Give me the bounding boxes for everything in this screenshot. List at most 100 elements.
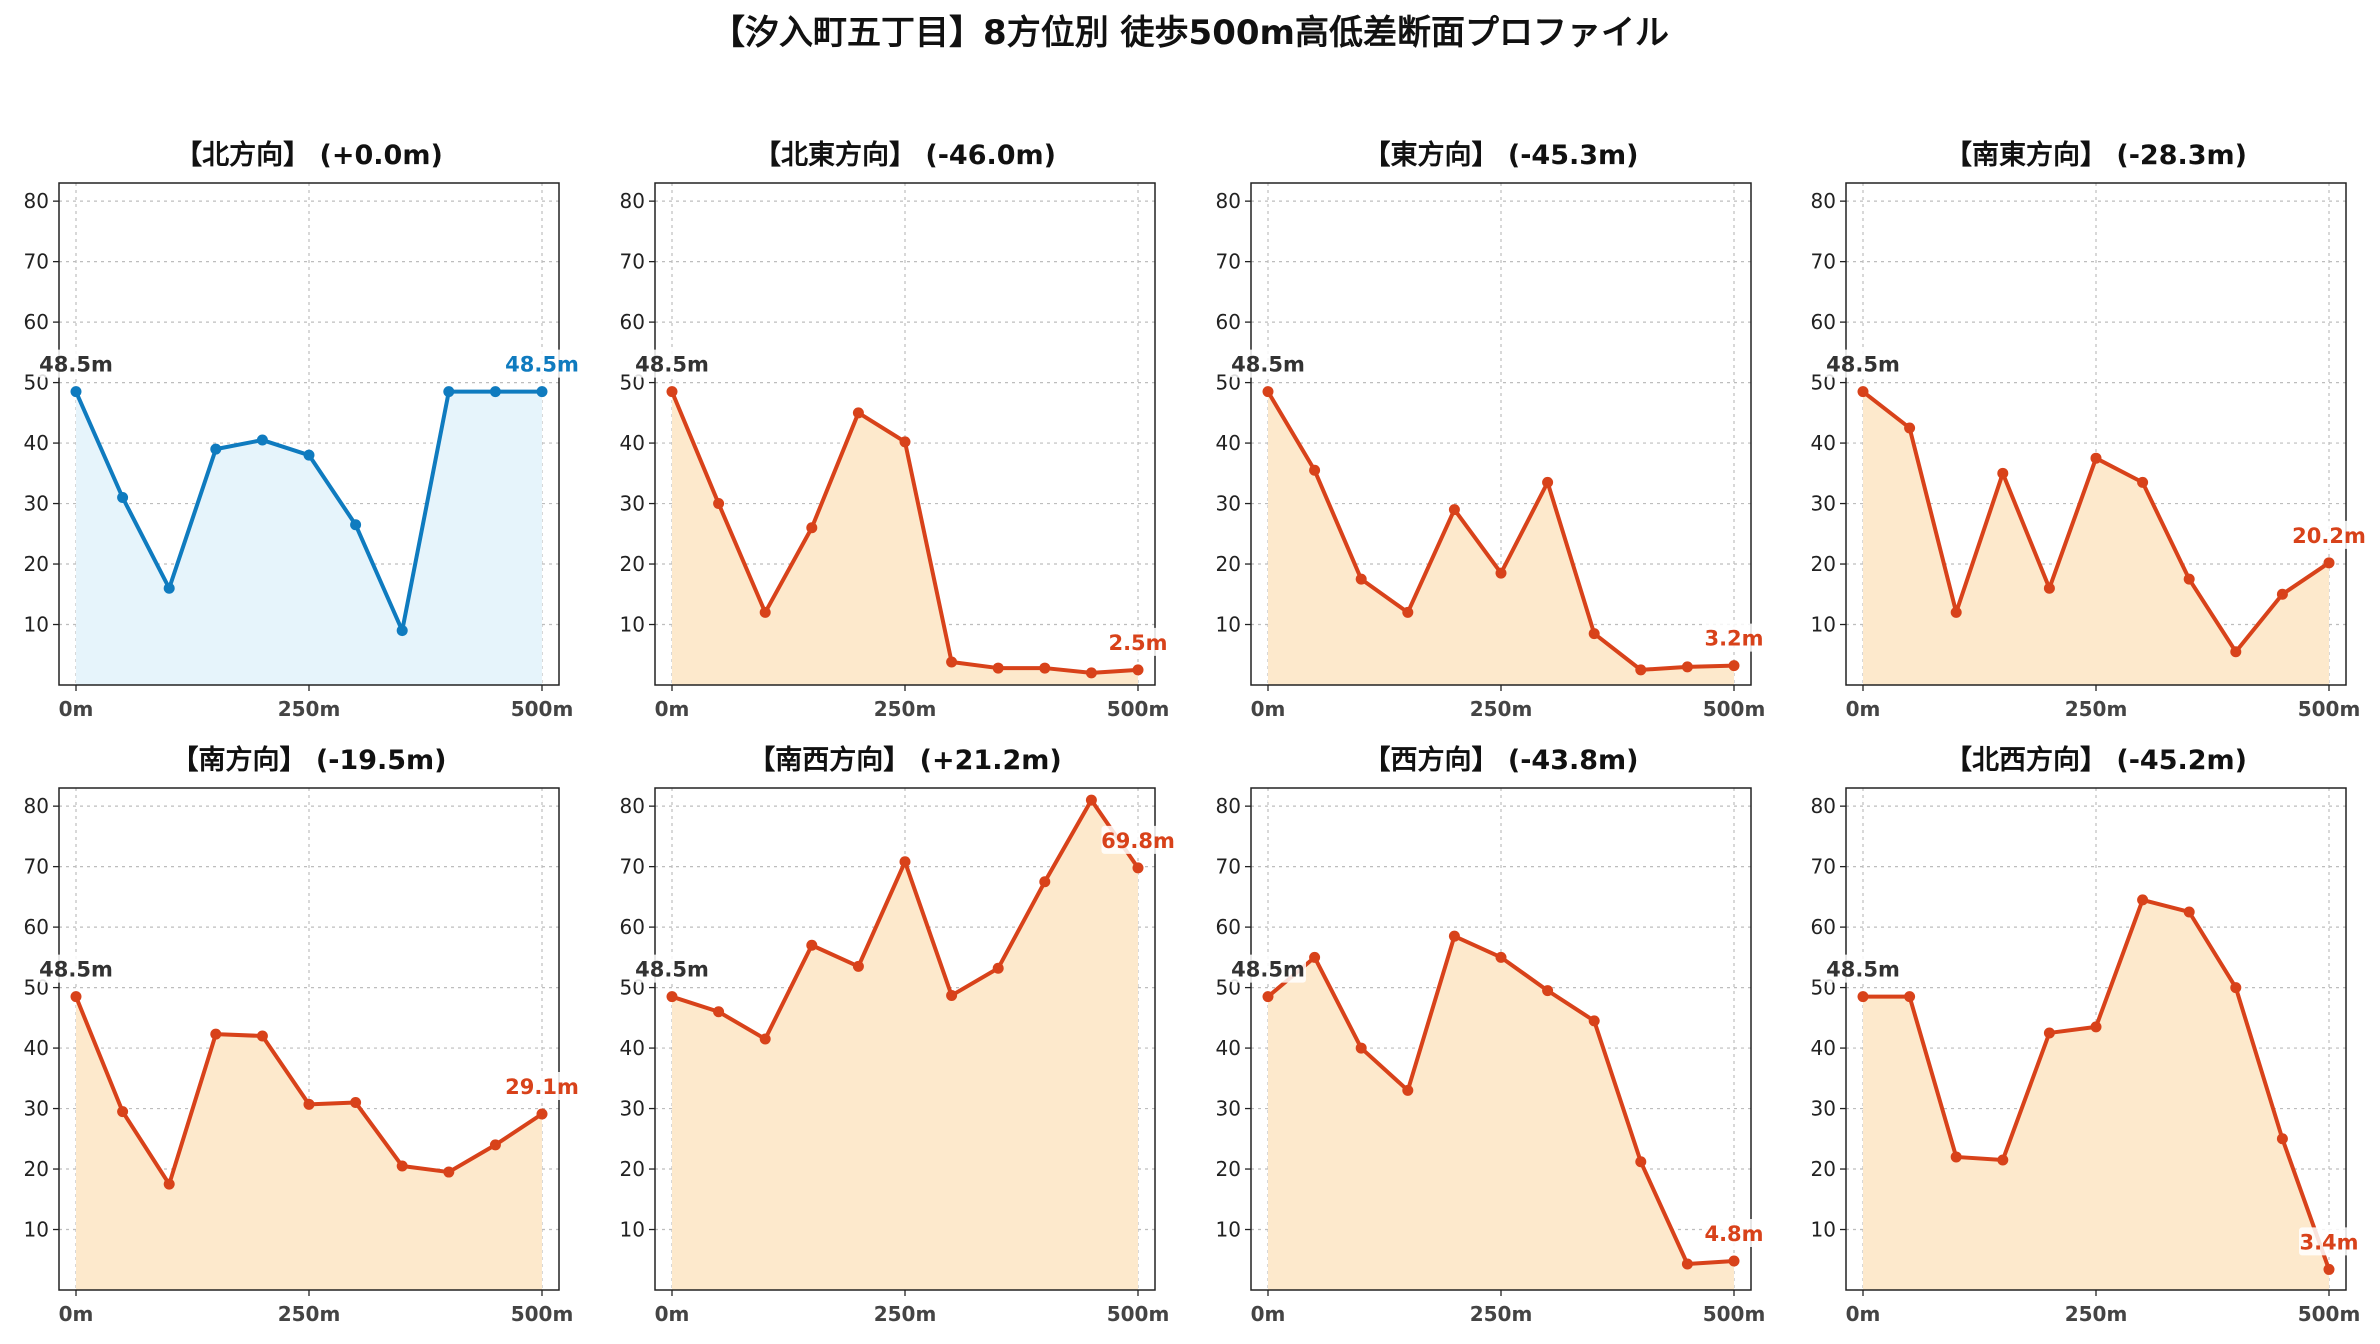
start-label-bg xyxy=(1230,349,1306,378)
end-label: 20.2m xyxy=(2292,524,2366,548)
data-point-1 xyxy=(1309,464,1321,476)
x-tick-label-2: 500m xyxy=(2298,1302,2361,1326)
data-point-5 xyxy=(1495,567,1507,579)
y-tick-label-1: 20 xyxy=(1811,552,1836,576)
data-point-0 xyxy=(666,991,678,1003)
data-point-4 xyxy=(1448,930,1460,942)
start-label: 48.5m xyxy=(1826,353,1900,377)
y-tick-label-2: 30 xyxy=(620,492,645,516)
x-tick-label-0: 0m xyxy=(1251,697,1286,721)
y-tick-label-1: 20 xyxy=(24,1157,49,1181)
end-label-bg xyxy=(2292,520,2366,549)
x-tick-label-1: 250m xyxy=(2065,697,2128,721)
data-point-9 xyxy=(2276,1133,2288,1145)
data-point-1 xyxy=(117,492,129,504)
y-tick-label-5: 60 xyxy=(1216,915,1241,939)
y-tick-label-5: 60 xyxy=(620,310,645,334)
data-point-8 xyxy=(443,1166,455,1178)
end-label: 3.4m xyxy=(2299,1230,2358,1254)
end-label-bg xyxy=(505,1071,579,1100)
data-point-0 xyxy=(666,386,678,398)
data-point-4 xyxy=(2043,582,2055,594)
y-tick-label-1: 20 xyxy=(1216,1157,1241,1181)
panel-title: 【南西方向】 (+21.2m) xyxy=(748,744,1061,776)
y-tick-label-5: 60 xyxy=(1216,310,1241,334)
y-tick-label-3: 40 xyxy=(1216,1036,1241,1060)
x-tick-label-1: 250m xyxy=(1470,1302,1533,1326)
x-tick-label-2: 500m xyxy=(1107,1302,1170,1326)
x-tick-label-1: 250m xyxy=(278,1302,341,1326)
data-point-2 xyxy=(759,606,771,618)
series-area xyxy=(76,391,542,685)
data-point-8 xyxy=(2230,982,2242,994)
y-tick-label-7: 80 xyxy=(1216,189,1241,213)
panel-title: 【東方向】 (-45.3m) xyxy=(1363,139,1638,171)
y-tick-label-1: 20 xyxy=(1216,552,1241,576)
data-point-7 xyxy=(1588,628,1600,640)
x-tick-label-0: 0m xyxy=(655,697,690,721)
data-point-0 xyxy=(1857,991,1869,1003)
start-label-bg xyxy=(38,349,114,378)
y-tick-label-0: 10 xyxy=(1216,613,1241,637)
data-point-2 xyxy=(1950,1151,1962,1163)
y-tick-label-2: 30 xyxy=(24,1097,49,1121)
y-tick-label-5: 60 xyxy=(1811,915,1836,939)
start-label: 48.5m xyxy=(635,353,709,377)
data-point-1 xyxy=(1904,991,1916,1003)
data-point-10 xyxy=(2323,557,2335,569)
data-point-5 xyxy=(899,856,911,868)
x-tick-label-0: 0m xyxy=(59,697,94,721)
data-point-7 xyxy=(396,625,408,637)
data-point-5 xyxy=(899,436,911,448)
data-point-4 xyxy=(2043,1027,2055,1039)
start-label-bg xyxy=(1825,954,1901,983)
x-tick-label-0: 0m xyxy=(655,1302,690,1326)
data-point-1 xyxy=(1904,422,1916,434)
data-point-8 xyxy=(1635,664,1647,676)
chart-suptitle: 【汐入町五丁目】8方位別 徒歩500m高低差断面プロファイル xyxy=(711,13,1669,53)
y-tick-label-2: 30 xyxy=(620,1097,645,1121)
y-tick-label-6: 70 xyxy=(1811,855,1836,879)
data-point-0 xyxy=(70,386,82,398)
x-tick-label-1: 250m xyxy=(278,697,341,721)
start-label: 48.5m xyxy=(1231,958,1305,982)
end-label-bg xyxy=(1704,1218,1764,1247)
y-tick-label-7: 80 xyxy=(1811,794,1836,818)
data-point-0 xyxy=(1262,386,1274,398)
x-tick-label-0: 0m xyxy=(59,1302,94,1326)
data-point-5 xyxy=(2090,452,2102,464)
y-tick-label-2: 30 xyxy=(1811,492,1836,516)
y-tick-label-2: 30 xyxy=(1216,492,1241,516)
data-point-4 xyxy=(256,434,268,446)
start-label-bg xyxy=(1230,954,1306,983)
data-point-6 xyxy=(946,656,958,668)
data-point-7 xyxy=(2183,906,2195,918)
y-tick-label-0: 10 xyxy=(24,1218,49,1242)
panel-title: 【北東方向】 (-46.0m) xyxy=(754,139,1056,171)
data-point-9 xyxy=(489,1139,501,1151)
y-tick-label-1: 20 xyxy=(620,552,645,576)
y-tick-label-3: 40 xyxy=(620,1036,645,1060)
data-point-6 xyxy=(2137,894,2149,906)
y-tick-label-6: 70 xyxy=(24,250,49,274)
x-tick-label-1: 250m xyxy=(874,1302,937,1326)
y-tick-label-1: 20 xyxy=(24,552,49,576)
y-tick-label-6: 70 xyxy=(1216,250,1241,274)
data-point-1 xyxy=(713,498,725,510)
data-point-9 xyxy=(1085,794,1097,806)
data-point-4 xyxy=(1448,504,1460,516)
data-point-2 xyxy=(1355,573,1367,585)
x-tick-label-0: 0m xyxy=(1251,1302,1286,1326)
x-tick-label-1: 250m xyxy=(2065,1302,2128,1326)
data-point-9 xyxy=(1681,1258,1693,1270)
y-tick-label-2: 30 xyxy=(1811,1097,1836,1121)
series-area xyxy=(672,391,1138,685)
panel-title: 【南方向】 (-19.5m) xyxy=(171,744,446,776)
start-label-bg xyxy=(634,349,710,378)
data-point-8 xyxy=(1039,662,1051,674)
